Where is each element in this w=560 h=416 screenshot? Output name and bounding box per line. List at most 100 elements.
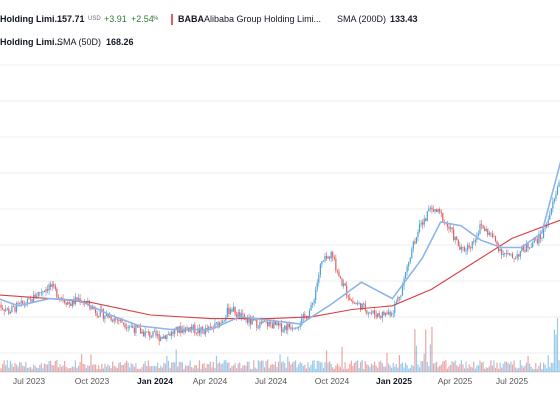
volume-bar	[294, 360, 297, 372]
volume-bar	[439, 365, 441, 372]
candle-body	[108, 316, 111, 318]
candle-body	[273, 321, 275, 329]
candle-body	[152, 331, 154, 337]
volume-bar	[282, 361, 284, 372]
candle-body	[437, 208, 439, 212]
volume-bar	[156, 362, 159, 372]
candle-body	[105, 313, 108, 317]
volume-bar	[380, 360, 382, 372]
legend-company-name[interactable]: Alibaba Group Holding Limi...	[204, 14, 322, 24]
volume-bar	[113, 365, 115, 372]
candle-body	[245, 318, 247, 320]
volume-bar	[121, 364, 123, 372]
volume-bar	[335, 365, 337, 372]
candle-body	[15, 302, 18, 312]
volume-bar	[195, 365, 197, 372]
volume-bar	[220, 364, 222, 372]
candle-body	[234, 306, 236, 315]
volume-bar	[3, 360, 5, 372]
volume-bar	[74, 360, 77, 372]
volume-bar	[339, 367, 342, 372]
legend-pct-unit: %	[153, 16, 159, 22]
volume-bar	[236, 368, 238, 372]
volume-bar	[417, 364, 419, 372]
candle-body	[54, 285, 56, 289]
candle-body	[528, 247, 531, 249]
volume-bar	[198, 360, 201, 372]
volume-bar	[505, 361, 507, 372]
volume-bar	[56, 360, 58, 372]
volume-bar	[420, 361, 422, 372]
candle-body	[5, 309, 7, 311]
candle-body	[19, 302, 21, 304]
candle-body	[400, 295, 402, 298]
candle-body	[217, 322, 219, 328]
candle-body	[519, 250, 521, 257]
candle-body	[268, 321, 270, 327]
candle-body	[488, 232, 490, 235]
candle-body	[360, 303, 362, 310]
volume-bar	[389, 365, 391, 372]
volume-bar	[122, 365, 125, 372]
volume-bar	[125, 360, 128, 372]
volume-bar	[403, 367, 405, 372]
candle-body	[299, 325, 301, 328]
candle-body	[522, 246, 524, 251]
candle-body	[418, 224, 421, 232]
volume-bar	[274, 361, 276, 372]
sma-200-line	[0, 219, 560, 320]
candle-body	[1, 307, 4, 310]
volume-bars	[0, 318, 560, 372]
volume-bar	[422, 361, 424, 372]
candle-body	[42, 291, 44, 293]
volume-bar	[369, 367, 371, 372]
volume-bar	[383, 366, 385, 372]
volume-bar	[254, 367, 256, 372]
candle-body	[70, 303, 72, 307]
volume-bar	[257, 360, 259, 372]
volume-bar	[496, 362, 498, 372]
candle-body	[546, 225, 548, 228]
candle-body	[363, 303, 365, 305]
volume-bar	[466, 368, 469, 372]
candle-body	[130, 325, 132, 327]
candle-body	[125, 327, 128, 329]
x-tick-label: Apr 2025	[438, 376, 473, 386]
volume-bar	[435, 361, 438, 372]
legend-sma50-label[interactable]: SMA (50D)	[57, 37, 102, 47]
volume-bar	[346, 368, 348, 372]
volume-bar	[542, 362, 545, 372]
candle-body	[373, 310, 376, 315]
legend-sma200-label[interactable]: SMA (200D)	[337, 14, 387, 24]
volume-bar	[296, 367, 298, 372]
candle-body	[262, 320, 264, 324]
candle-body	[431, 207, 433, 210]
volume-bar	[528, 363, 531, 372]
legend-currency: USD	[88, 16, 101, 22]
volume-bar	[400, 363, 402, 372]
candle-body	[153, 331, 156, 333]
candle-body	[231, 309, 233, 312]
volume-bar	[299, 362, 301, 372]
candle-body	[32, 294, 35, 303]
volume-bar	[386, 352, 388, 372]
candle-body	[457, 240, 459, 247]
volume-bar	[518, 367, 520, 372]
legend-series-name-2[interactable]: Holding Limi...	[0, 37, 62, 47]
candle-body	[487, 228, 489, 235]
candle-body	[466, 245, 469, 251]
volume-bar	[65, 366, 67, 372]
legend-series-name[interactable]: Holding Limi...	[0, 14, 62, 24]
volume-bar	[454, 360, 456, 372]
volume-bar	[77, 365, 80, 372]
volume-bar	[456, 365, 458, 372]
candle-body	[346, 285, 348, 296]
candle-body	[474, 239, 476, 242]
legend-ticker[interactable]: BABA	[178, 14, 204, 24]
volume-bar	[34, 365, 36, 372]
volume-bar	[490, 360, 492, 372]
volume-bar	[360, 361, 362, 372]
volume-bar	[214, 367, 216, 372]
candle-body	[267, 321, 269, 327]
